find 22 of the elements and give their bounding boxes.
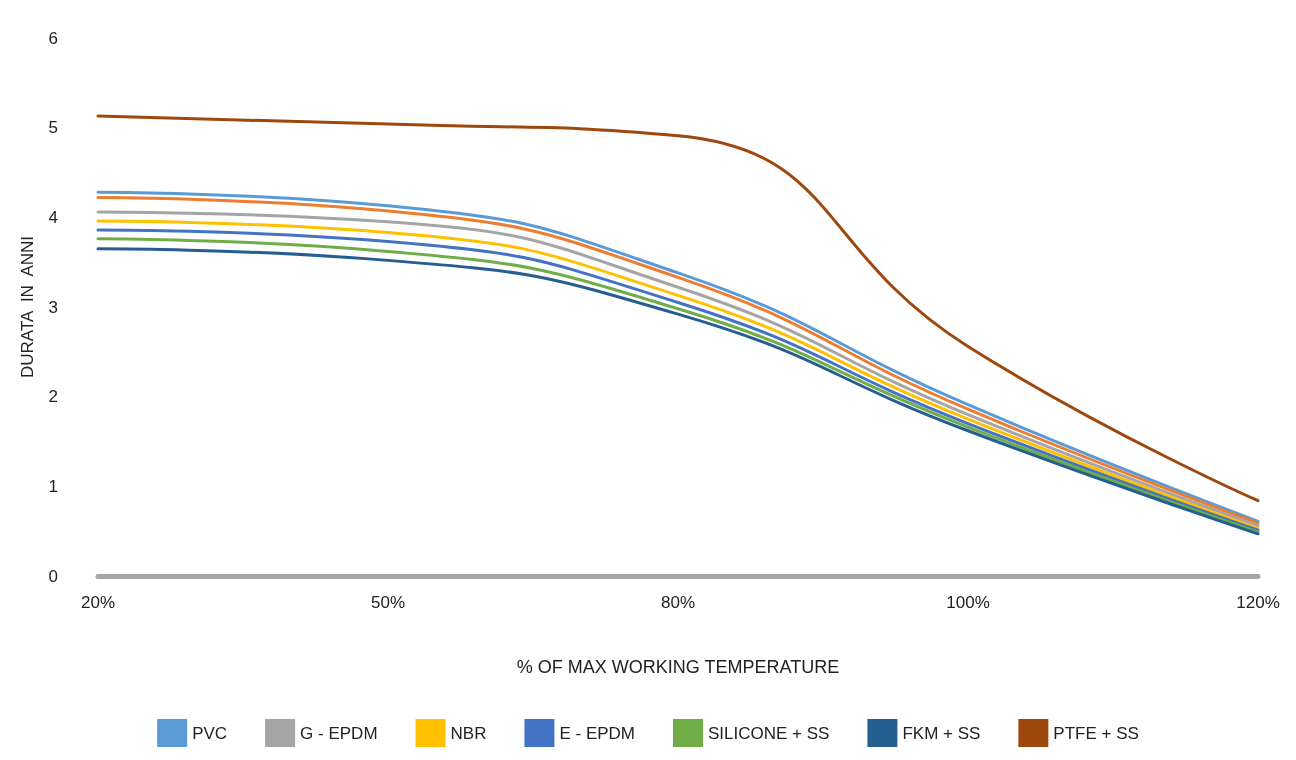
legend-label: FKM + SS bbox=[902, 723, 981, 743]
x-tick-label: 100% bbox=[946, 593, 990, 612]
y-tick-label: 0 bbox=[48, 566, 58, 586]
x-tick-label: 50% bbox=[370, 593, 406, 612]
y-tick-label: 2 bbox=[48, 387, 58, 407]
y-axis-title: DURATA IN ANNI bbox=[18, 235, 37, 379]
x-tick-label: 120% bbox=[1236, 593, 1280, 612]
x-tick-label: 20% bbox=[80, 593, 116, 612]
line-series bbox=[96, 114, 1260, 503]
y-tick-label: 5 bbox=[48, 118, 58, 138]
legend-label: G - EPDM bbox=[300, 723, 378, 743]
legend-label: SILICONE + SS bbox=[708, 723, 830, 743]
legend-label: PTFE + SS bbox=[1053, 723, 1139, 743]
y-tick-label: 6 bbox=[48, 28, 58, 48]
y-tick-label: 4 bbox=[48, 207, 58, 227]
legend-label: E - EPDM bbox=[559, 723, 636, 743]
y-tick-label: 1 bbox=[48, 476, 58, 496]
x-tick-label: 80% bbox=[660, 593, 696, 612]
legend-label: NBR bbox=[450, 723, 487, 743]
x-axis-title: % OF MAX WORKING TEMPERATURE bbox=[516, 657, 840, 677]
legend-label: PVC bbox=[192, 723, 228, 743]
y-tick-label: 3 bbox=[48, 297, 58, 317]
